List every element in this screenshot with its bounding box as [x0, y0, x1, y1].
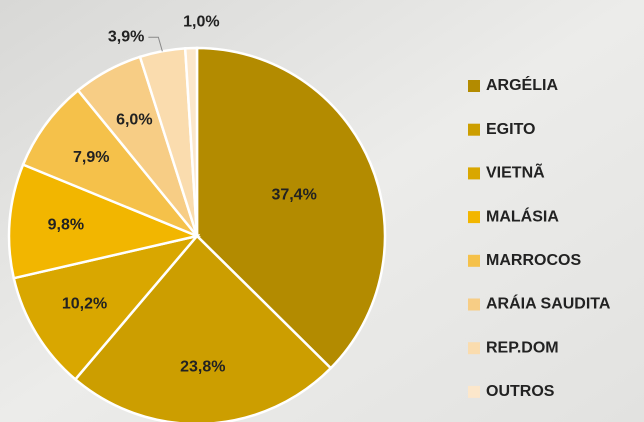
legend-label: MALÁSIA — [486, 206, 559, 225]
data-label: 23,8% — [180, 359, 225, 376]
legend-swatch — [468, 123, 480, 136]
legend-label: ARÁIA SAUDITA — [486, 294, 611, 313]
legend-swatch — [468, 167, 480, 180]
pie-slice — [7, 162, 202, 280]
legend-swatch — [468, 385, 480, 398]
leader-line — [148, 36, 163, 52]
legend-swatch — [468, 342, 480, 355]
pie-slice — [21, 88, 198, 238]
data-label: 9,8% — [48, 216, 84, 233]
legend-label: EGITO — [486, 121, 536, 138]
data-label: 3,9% — [108, 28, 144, 45]
data-label: 7,9% — [73, 149, 109, 166]
legend-swatch — [468, 298, 480, 311]
pie-slice — [195, 46, 387, 370]
legend-label: MARROCOS — [486, 252, 581, 269]
legend-swatch — [468, 254, 480, 267]
legend-label: VIETNÃ — [486, 162, 545, 182]
pie-slice — [12, 233, 201, 382]
data-label: 6,0% — [116, 112, 152, 129]
legend-label: ARGÉLIA — [486, 75, 558, 94]
pie-slice — [183, 46, 199, 237]
pie-slice — [73, 234, 333, 422]
legend-label: OUTROS — [486, 383, 555, 400]
data-label: 1,0% — [183, 13, 219, 30]
legend-swatch — [468, 211, 480, 224]
data-label: 10,2% — [62, 296, 107, 313]
legend-label: REP.DOM — [486, 339, 559, 356]
legend-swatch — [468, 80, 480, 92]
data-label: 37,4% — [271, 187, 316, 204]
